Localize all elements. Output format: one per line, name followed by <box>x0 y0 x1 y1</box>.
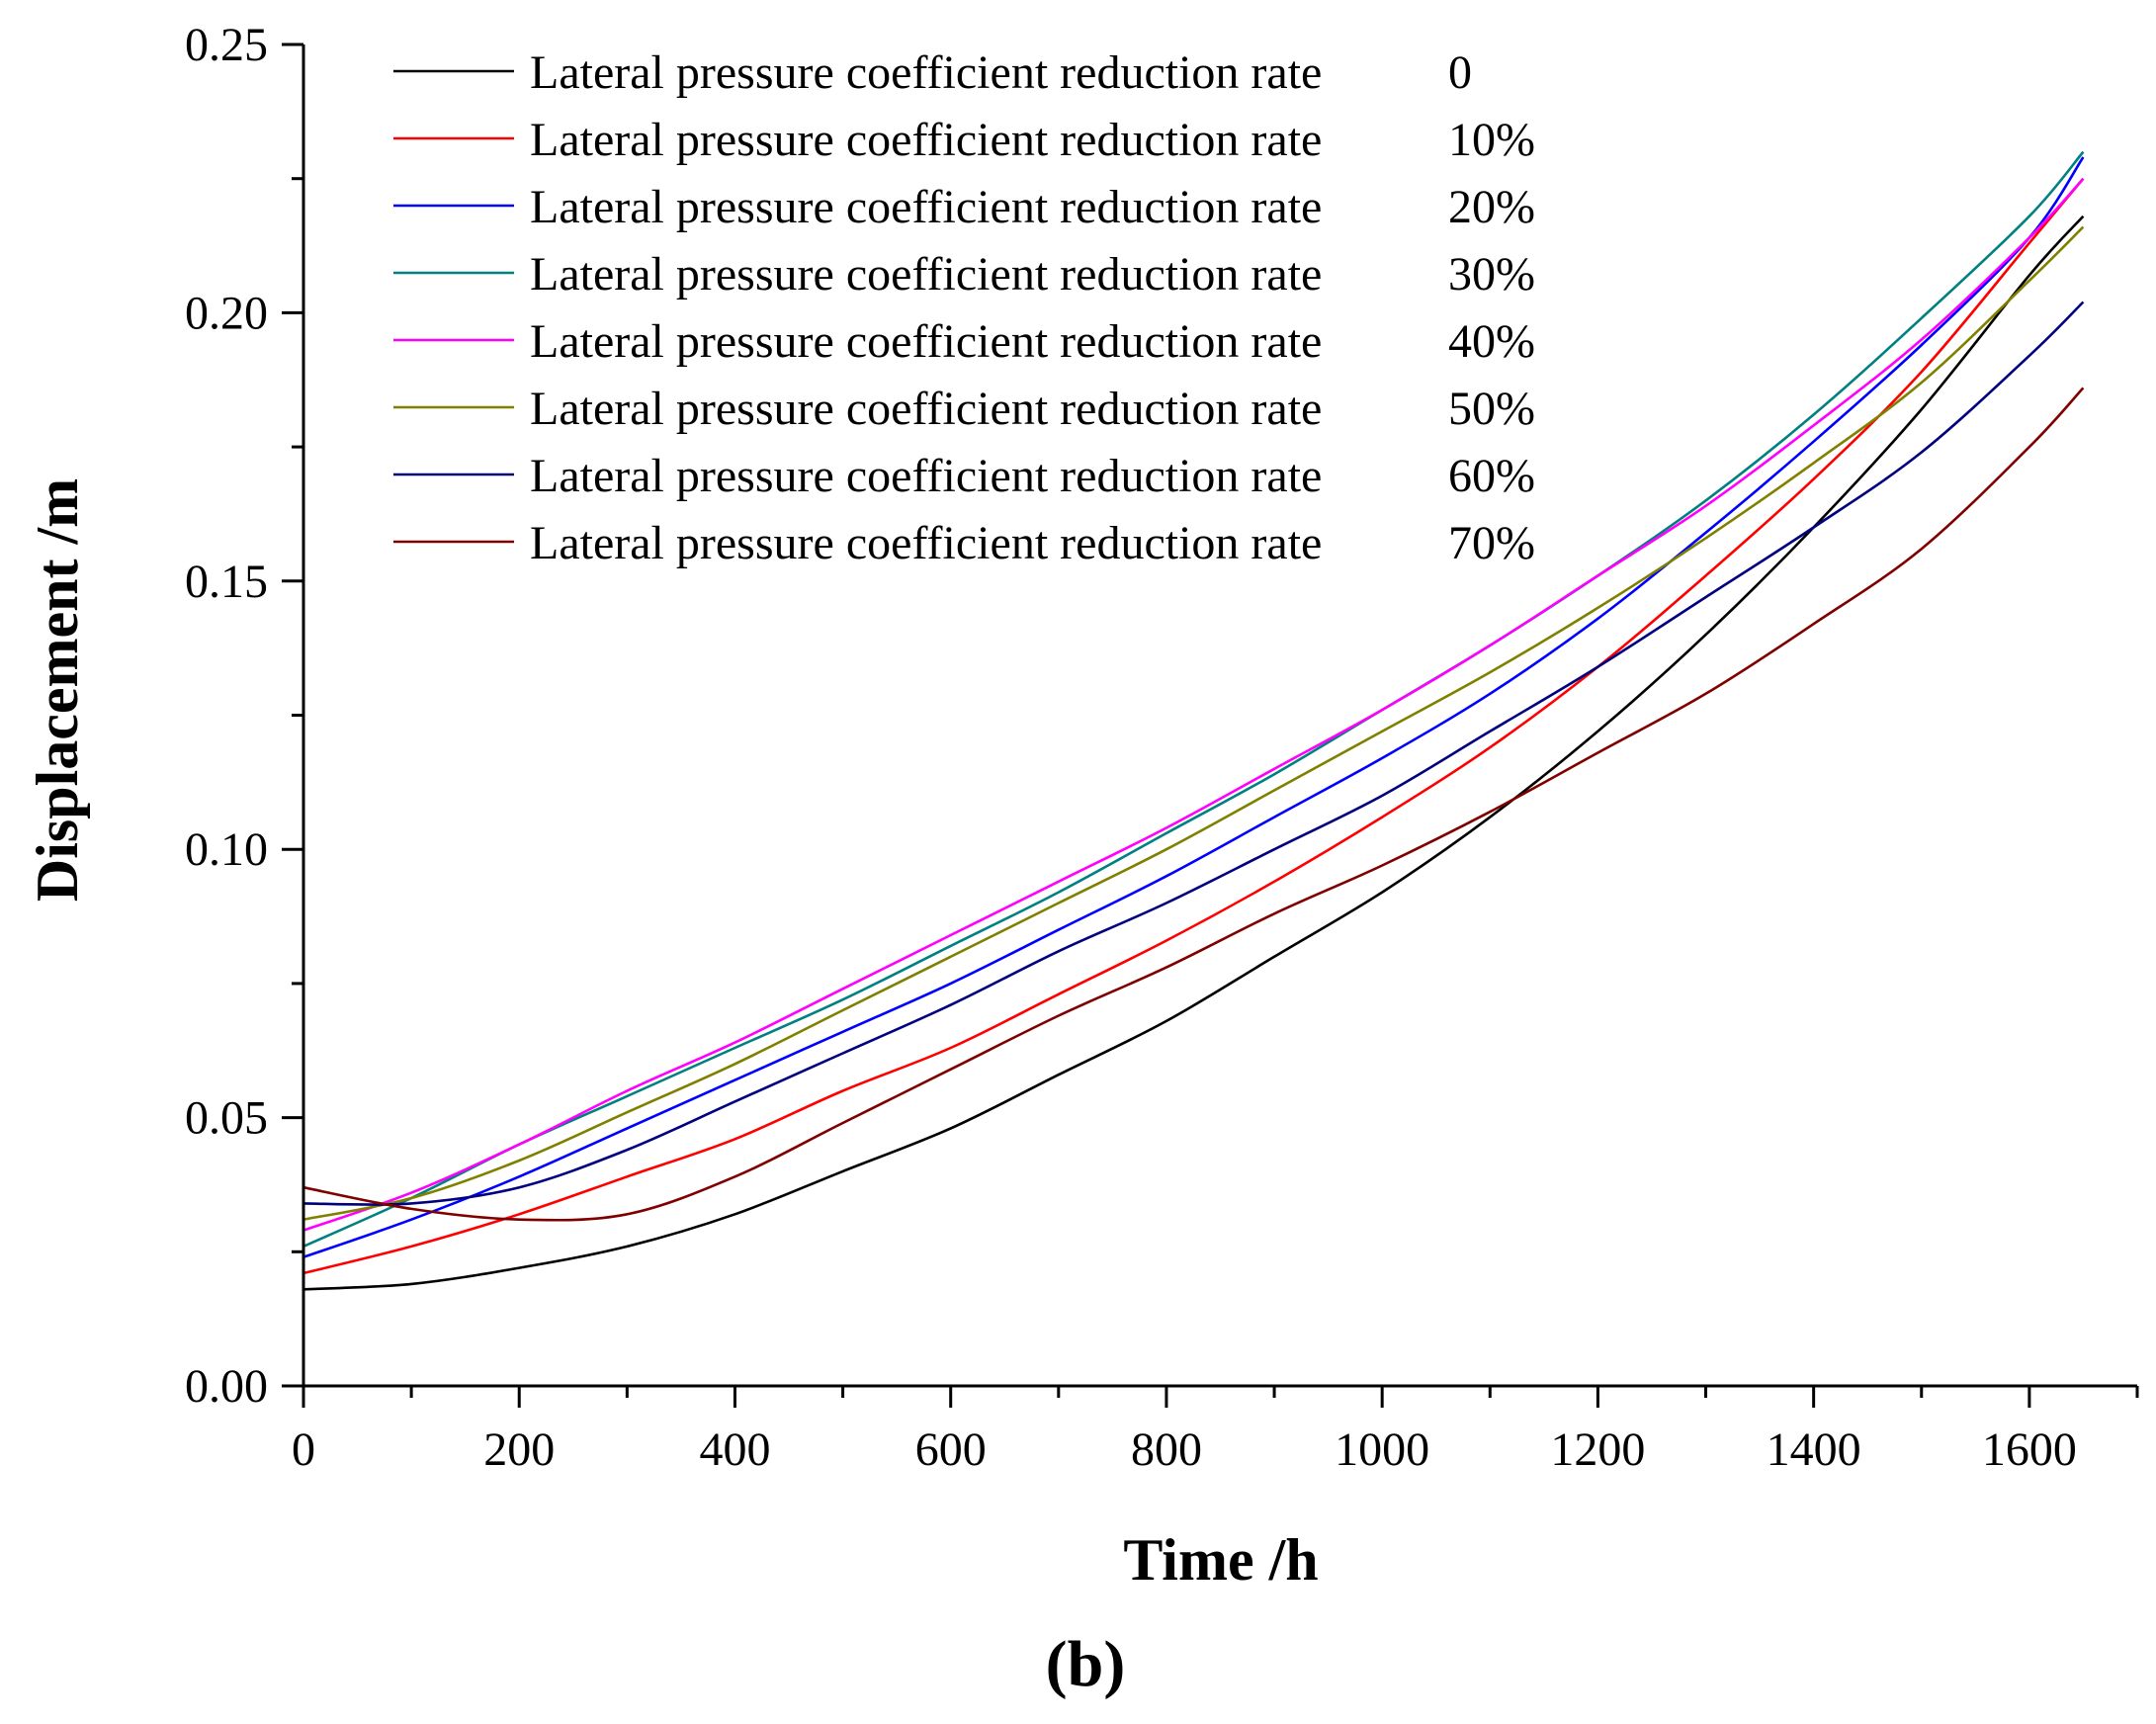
series-line-2 <box>302 156 2085 1258</box>
x-tick-label: 0 <box>292 1423 315 1476</box>
legend-label-2: Lateral pressure coefficient reduction r… <box>530 181 1322 233</box>
panel-label: (b) <box>1046 1628 1126 1700</box>
legend-rate-4: 40% <box>1448 315 1535 368</box>
legend-label-0: Lateral pressure coefficient reduction r… <box>530 46 1322 99</box>
x-tick-label: 600 <box>915 1423 987 1476</box>
x-tick-label: 400 <box>699 1423 770 1476</box>
legend-label-7: Lateral pressure coefficient reduction r… <box>530 517 1322 569</box>
legend-rate-0: 0 <box>1448 46 1472 99</box>
legend-label-5: Lateral pressure coefficient reduction r… <box>530 383 1322 435</box>
legend-rate-3: 30% <box>1448 248 1535 301</box>
legend-label-6: Lateral pressure coefficient reduction r… <box>530 450 1322 502</box>
series-line-6 <box>302 301 2085 1206</box>
series-line-5 <box>302 225 2085 1221</box>
legend-label-4: Lateral pressure coefficient reduction r… <box>530 315 1322 368</box>
x-tick-label: 800 <box>1131 1423 1202 1476</box>
series-line-4 <box>302 177 2085 1232</box>
x-tick-label: 1600 <box>1982 1423 2077 1476</box>
axes: 0 200 400 600 800 1000 1200 1400 1600 0.00 0.05 0.1… <box>185 19 2139 1476</box>
legend-label-3: Lateral pressure coefficient reduction r… <box>530 248 1322 301</box>
legend-rate-6: 60% <box>1448 450 1535 502</box>
series-line-7 <box>302 387 2085 1222</box>
legend-rate-7: 70% <box>1448 517 1535 569</box>
legend-rate-1: 10% <box>1448 114 1535 166</box>
y-axis-title: Displacement /m <box>25 478 90 902</box>
legend-rate-2: 20% <box>1448 181 1535 233</box>
legend-rate-5: 50% <box>1448 383 1535 435</box>
legend: Lateral pressure coefficient reduction r… <box>393 46 1535 569</box>
legend-label-1: Lateral pressure coefficient reduction r… <box>530 114 1322 166</box>
series-lines <box>302 150 2085 1291</box>
y-tick-label: 0.20 <box>185 287 268 339</box>
x-tick-label: 1000 <box>1335 1423 1429 1476</box>
y-tick-label: 0.00 <box>185 1360 268 1413</box>
y-tick-label: 0.25 <box>185 19 268 71</box>
y-tick-label: 0.15 <box>185 556 268 608</box>
x-tick-label: 1400 <box>1767 1423 1861 1476</box>
series-line-3 <box>302 150 2085 1249</box>
x-tick-label: 1200 <box>1550 1423 1645 1476</box>
x-axis-title: Time /h <box>1123 1527 1318 1593</box>
y-tick-label: 0.05 <box>185 1092 268 1145</box>
y-tick-label: 0.10 <box>185 823 268 876</box>
series-line-0 <box>302 215 2085 1291</box>
x-tick-label: 200 <box>483 1423 555 1476</box>
series-line-1 <box>302 177 2085 1275</box>
